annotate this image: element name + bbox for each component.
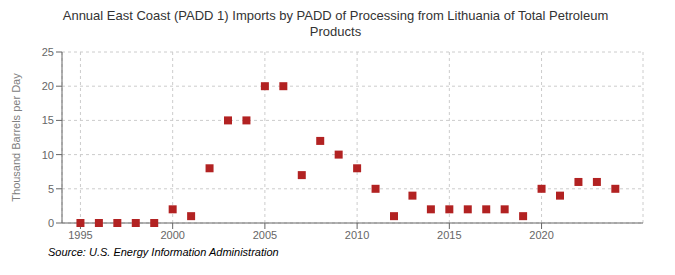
html-text:Annual East Coast (PADD 1) Imp: Annual East Coast (PADD 1) Imports by PA…: [62, 8, 609, 23]
svg-text:0: 0: [48, 217, 54, 229]
svg-text:10: 10: [42, 149, 54, 161]
html-text:Source: U.S. Energy Informatio: Source: U.S. Energy Information Administ…: [48, 246, 279, 258]
svg-text:5: 5: [48, 183, 54, 195]
svg-text:25: 25: [42, 46, 54, 58]
svg-text:Thousand Barrels per Day: Thousand Barrels per Day: [10, 73, 22, 202]
svg-text:2000: 2000: [160, 229, 184, 241]
svg-text:1995: 1995: [68, 229, 92, 241]
svg-text:2010: 2010: [345, 229, 369, 241]
svg-text:15: 15: [42, 114, 54, 126]
svg-text:2015: 2015: [437, 229, 461, 241]
svg-text:20: 20: [42, 80, 54, 92]
svg-text:2005: 2005: [253, 229, 277, 241]
html-text:Products: Products: [309, 24, 362, 39]
svg-text:2020: 2020: [529, 229, 553, 241]
